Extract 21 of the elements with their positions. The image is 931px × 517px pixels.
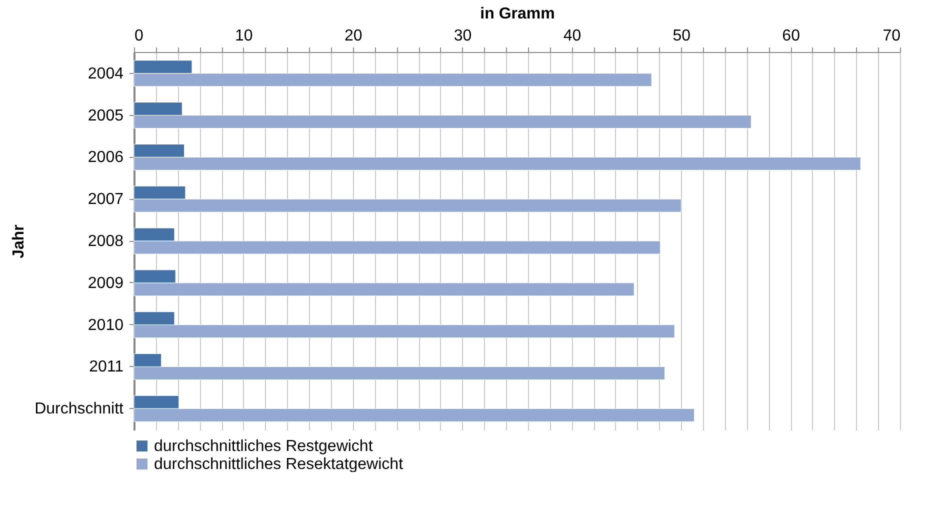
x-axis-title: in Gramm	[480, 6, 555, 22]
x-tick-label: 40	[563, 28, 582, 44]
x-tick-label: 60	[782, 28, 800, 44]
legend-label: durchschnittliches Resektatgewicht	[154, 456, 404, 473]
y-tick-label: 2011	[89, 358, 124, 376]
x-tick-label: 0	[134, 28, 144, 44]
y-tick-label: 2009	[88, 274, 124, 292]
x-tick-label: 30	[454, 28, 472, 44]
y-axis-title: Jahr	[10, 224, 28, 258]
y-tick-label: 2004	[88, 65, 124, 82]
y-tick-label: 2006	[88, 149, 124, 166]
legend-label: durchschnittliches Restgewicht	[154, 438, 374, 455]
y-tick-label: Durchschnitt	[34, 400, 124, 418]
x-tick-label: 70	[882, 28, 901, 44]
y-tick-label: 2007	[88, 191, 124, 208]
y-tick-label: 2010	[88, 316, 124, 334]
y-tick-label: 2005	[88, 107, 124, 124]
x-tick-label: 20	[344, 28, 362, 44]
y-tick-label: 2008	[88, 233, 124, 250]
x-tick-label: 10	[235, 28, 253, 44]
x-tick-label: 50	[672, 28, 691, 44]
